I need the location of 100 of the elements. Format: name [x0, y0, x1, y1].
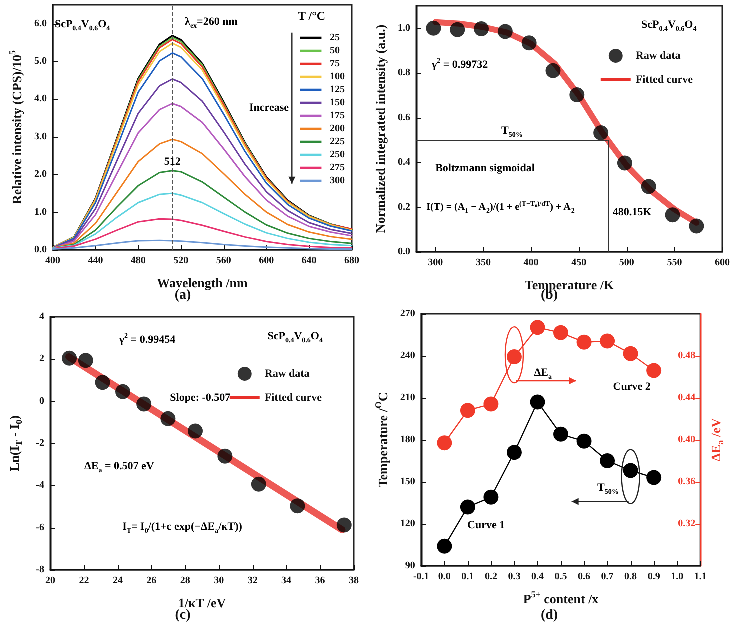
x-tick-label: 520 — [174, 256, 189, 266]
y-tick-label: 0.4 — [398, 157, 410, 168]
ref-line-label: 480.15K — [612, 206, 652, 219]
x-tick-label: 0.6 — [578, 572, 591, 582]
y-tick-label: 5.0 — [34, 56, 47, 68]
x-tick-label: 32 — [248, 576, 258, 586]
x-tick-label: 38 — [349, 576, 359, 586]
y2-tick-label: 0.32 — [678, 518, 696, 530]
legend-label: 100 — [330, 72, 345, 82]
x-tick-label: 600 — [715, 258, 730, 268]
point — [570, 88, 585, 103]
point — [665, 208, 680, 223]
point — [437, 538, 452, 554]
point — [426, 20, 442, 36]
text: (c) — [175, 608, 192, 623]
y-tick-label: 2 — [40, 354, 44, 365]
y-tick-label: -8 — [36, 564, 44, 576]
y-tick-label: 0.0 — [398, 246, 410, 258]
legend-label: 25 — [330, 32, 340, 44]
legend-label: 225 — [330, 136, 345, 148]
legend-title: T /°C — [298, 9, 326, 23]
y2-tick-label: 0.44 — [678, 392, 696, 404]
x-tick-label: 26 — [146, 576, 157, 586]
x-tick-label: 680 — [344, 256, 360, 266]
y-tick-label: -2 — [36, 438, 44, 449]
legend-label: Fitted curve — [636, 74, 694, 86]
point — [95, 375, 110, 390]
point — [78, 353, 94, 368]
point — [506, 445, 522, 460]
x-tick-label: 0.4 — [531, 572, 544, 582]
point — [554, 426, 568, 442]
y2-tick-label: 0.40 — [678, 434, 696, 446]
y-tick-label: -4 — [36, 480, 44, 492]
legend-label: Fitted curve — [264, 392, 322, 404]
x-tick-label: 30 — [214, 576, 224, 586]
x-tick-label: 28 — [180, 576, 190, 586]
x-tick-label: 560 — [216, 256, 232, 266]
x-tick-label: 0.1 — [462, 572, 474, 582]
y-tick-label: 270 — [400, 308, 416, 320]
legend-label: 300 — [330, 176, 345, 186]
legend-label: 75 — [330, 58, 340, 70]
point — [116, 384, 131, 400]
point — [689, 218, 704, 234]
x-axis-title: Wavelength /nm — [157, 276, 248, 290]
x-tick-label: 300 — [428, 258, 444, 268]
x-tick-label: 450 — [572, 258, 587, 268]
point — [460, 403, 476, 418]
x-tick-label: 20 — [46, 576, 56, 586]
y-tick-label: 1.0 — [34, 206, 47, 218]
x-tick-label: 36 — [315, 576, 326, 586]
y-tick-label: 3.0 — [34, 131, 47, 142]
y-tick-label: 210 — [400, 392, 416, 404]
x-tick-label: 22 — [79, 576, 90, 586]
point — [600, 334, 616, 349]
point — [641, 179, 656, 194]
annotation: Increase — [249, 102, 290, 114]
legend-label: 150 — [330, 98, 345, 108]
y2-tick-label: 0.36 — [678, 476, 696, 488]
x-tick-label: 0.2 — [484, 572, 498, 582]
y-tick-label: 4.0 — [34, 94, 47, 105]
x-tick-label: 400 — [524, 258, 539, 268]
point — [530, 320, 546, 336]
legend-label: 175 — [330, 110, 345, 122]
x-tick-label: 0.5 — [554, 572, 568, 582]
x-tick-label: 400 — [46, 256, 60, 266]
point — [623, 346, 638, 362]
annotation: Slope: -0.507 — [170, 392, 232, 404]
legend-label: 50 — [330, 46, 340, 56]
y-tick-label: 0.8 — [398, 68, 410, 79]
y-axis-title: Temperature /OC — [374, 392, 390, 488]
point — [484, 396, 499, 412]
annotation: Curve 2 — [613, 381, 652, 394]
point — [522, 36, 537, 51]
x-tick-label: 0.8 — [624, 572, 638, 582]
point — [576, 434, 592, 449]
y-tick-label: 2.0 — [34, 169, 47, 180]
y-tick-label: 0.0 — [34, 244, 47, 256]
x-axis-title: 1/κT /eV — [178, 596, 227, 610]
x-tick-label: 600 — [259, 256, 274, 266]
y-tick-label: 0.6 — [398, 112, 410, 124]
ref-line-label: 512 — [164, 156, 182, 168]
point — [450, 22, 466, 38]
y-tick-label: 1.0 — [398, 22, 410, 34]
point — [336, 518, 352, 533]
point — [646, 363, 662, 378]
y-tick-label: 6.0 — [34, 18, 47, 30]
text: (a) — [174, 288, 192, 303]
point — [218, 448, 233, 464]
x-tick-label: 0.9 — [648, 572, 660, 582]
x-tick-label: 350 — [476, 258, 491, 268]
point — [460, 500, 476, 515]
x-tick-label: 0.0 — [438, 572, 451, 582]
x-tick-label: 0.7 — [601, 572, 614, 582]
y-tick-label: -6 — [36, 522, 44, 534]
point — [530, 394, 546, 410]
annotation: Curve 1 — [468, 519, 506, 532]
y-tick-label: 180 — [400, 434, 416, 446]
x-tick-label: 34 — [282, 576, 292, 586]
point — [546, 63, 561, 78]
point — [600, 454, 616, 468]
